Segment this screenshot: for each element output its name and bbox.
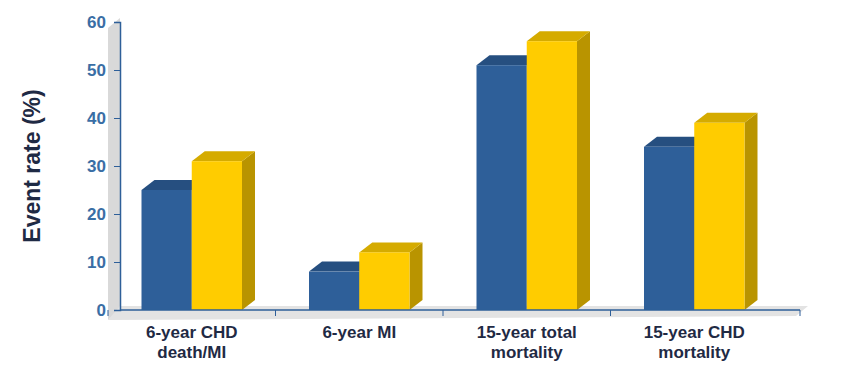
y-tick-mark: [114, 70, 120, 71]
bar: [359, 252, 409, 310]
bar-side: [577, 31, 590, 310]
y-tick-mark: [114, 22, 120, 23]
bar: [142, 190, 192, 310]
y-tick-label: 40: [87, 109, 106, 128]
bar-side: [242, 151, 255, 310]
y-tick: 60: [87, 13, 120, 32]
y-tick-mark: [114, 214, 120, 215]
y-tick-label: 50: [87, 61, 106, 80]
x-tick: 15-year CHDmortality: [611, 310, 745, 362]
bar-top: [359, 242, 422, 252]
y-tick-label: 0: [97, 301, 106, 320]
bar-series: [142, 55, 708, 310]
y-axis-title: Event rate (%): [19, 89, 45, 242]
y-tick: 30: [87, 157, 120, 176]
x-tick-mark: [800, 310, 801, 316]
bar: [694, 123, 744, 310]
bar: [644, 147, 694, 310]
x-axis-line: [120, 309, 800, 311]
bar-top: [527, 31, 590, 41]
y-tick-label: 30: [87, 157, 106, 176]
x-tick: 6-year CHDdeath/MI: [108, 310, 238, 362]
y-axis-line: [114, 23, 121, 311]
y-tick: 20: [87, 205, 120, 224]
bar-top: [192, 151, 255, 161]
bar-side: [745, 113, 758, 310]
x-tick-label: 15-year totalmortality: [477, 323, 577, 362]
bar: [309, 272, 359, 310]
y-tick-label: 10: [87, 253, 106, 272]
x-tick-mark: [610, 310, 611, 316]
y-tick-label: 60: [87, 13, 106, 32]
bar: [527, 41, 577, 310]
plot-area: [142, 31, 758, 310]
y-axis: 0 10 20 30 40 50 60: [87, 13, 120, 320]
x-tick-mark: [108, 310, 109, 316]
y-tick-mark: [114, 262, 120, 263]
x-tick-label: 6-year CHDdeath/MI: [146, 323, 238, 362]
bar-side: [410, 242, 423, 310]
x-tick-mark: [443, 310, 444, 316]
x-tick-mark: [275, 310, 276, 316]
bar-series: [192, 31, 758, 310]
y-tick-mark: [114, 310, 120, 311]
y-tick-label: 20: [87, 205, 106, 224]
x-tick: 15-year totalmortality: [443, 310, 577, 362]
x-tick-label: 15-year CHDmortality: [644, 323, 745, 362]
y-tick-mark: [114, 118, 120, 119]
bar: [192, 161, 242, 310]
backdrop-wall: [108, 18, 120, 320]
y-tick: 10: [87, 253, 120, 272]
x-axis: 6-year CHDdeath/MI 6-year MI 15-year total…: [108, 310, 745, 362]
bar-top: [694, 113, 757, 123]
y-tick: 0: [97, 301, 120, 320]
y-tick-mark: [114, 166, 120, 167]
y-tick: 40: [87, 109, 120, 128]
x-tick-label: 6-year MI: [322, 323, 396, 342]
x-tick: 6-year MI: [276, 310, 397, 342]
bar: [477, 65, 527, 310]
chart: 0 10 20 30 40 50 60 6-year CHDdeath/MI 6-year MI…: [0, 0, 849, 384]
y-tick: 50: [87, 61, 120, 80]
